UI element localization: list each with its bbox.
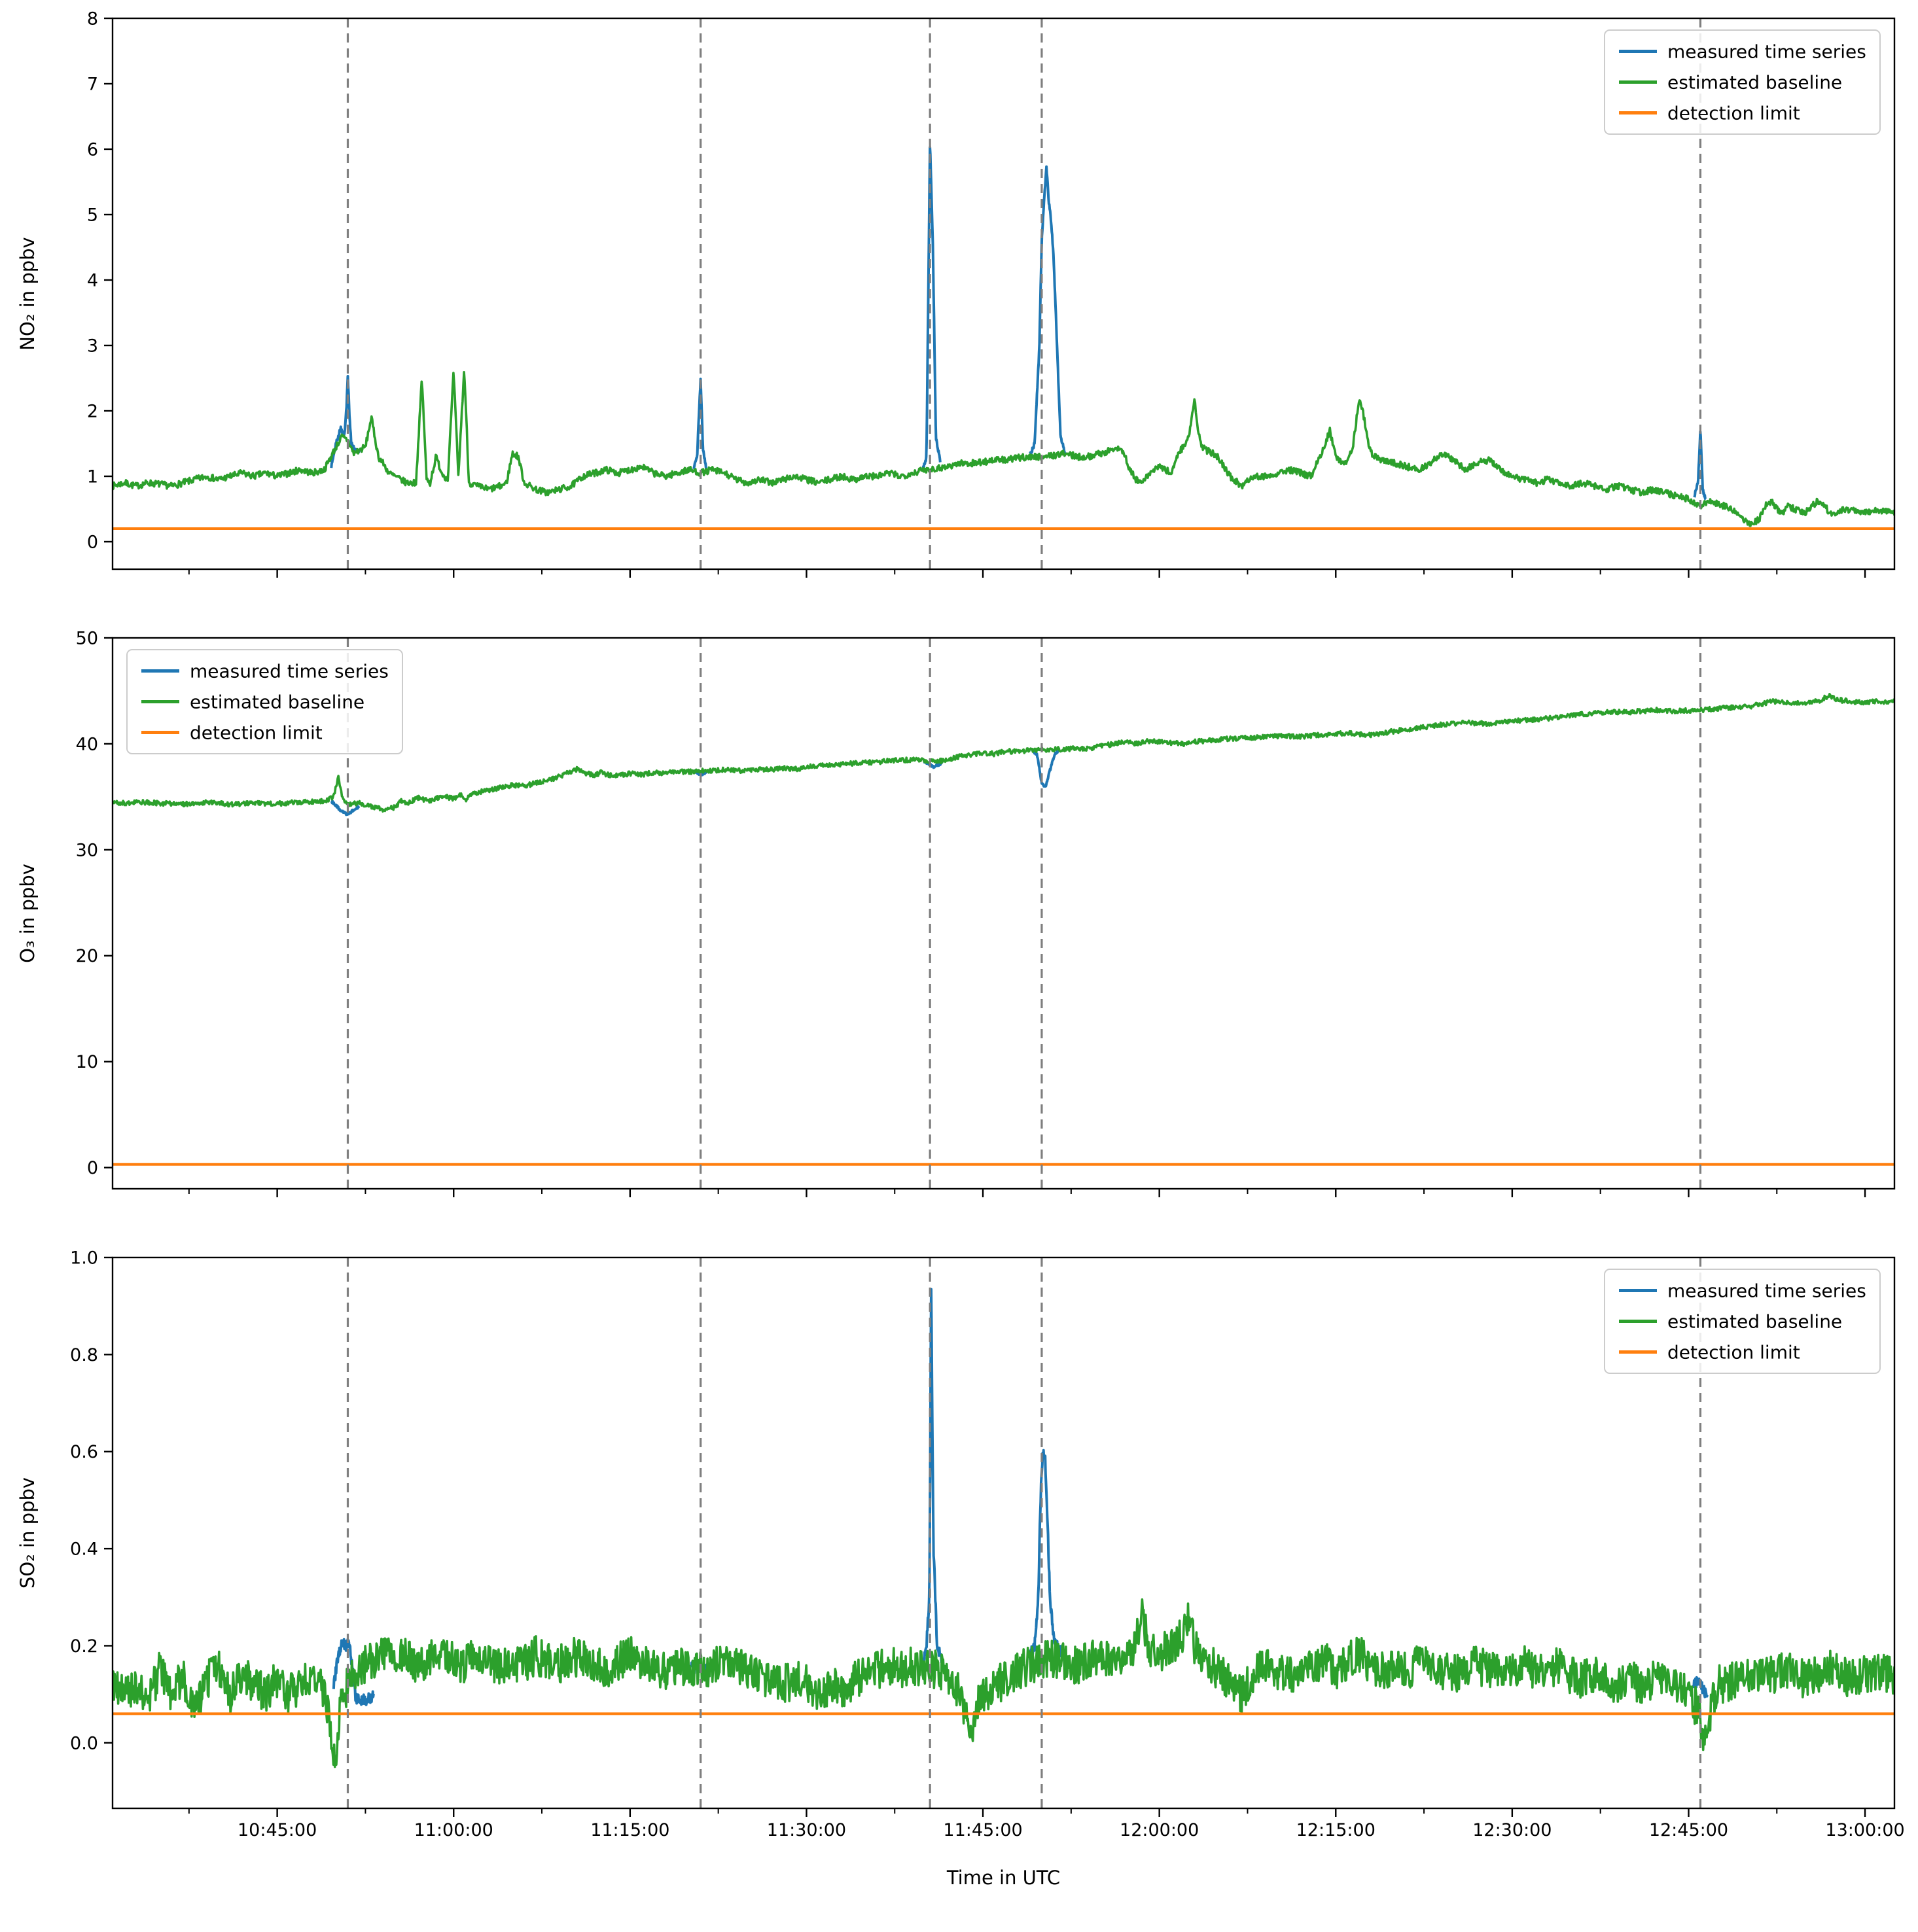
x-axis-label: Time in UTC — [946, 1867, 1060, 1889]
measured-series-line — [692, 378, 708, 471]
x-tick-label: 10:45:00 — [238, 1820, 317, 1840]
x-tick-label: 12:45:00 — [1649, 1820, 1728, 1840]
legend-box — [126, 649, 403, 754]
y-tick-label: 0.2 — [70, 1636, 98, 1657]
legend-box — [1604, 1269, 1881, 1374]
axes-spine — [111, 637, 1896, 1190]
legend-box — [1604, 29, 1881, 135]
x-tick-label: 11:15:00 — [590, 1820, 669, 1840]
baseline-line — [113, 371, 1894, 527]
legend-label: detection limit — [1667, 102, 1800, 124]
y-axis-label: SO₂ in ppbv — [16, 1477, 39, 1589]
axes-spine — [111, 17, 1896, 571]
x-tick-label: 11:45:00 — [943, 1820, 1022, 1840]
x-tick-label: 12:15:00 — [1296, 1820, 1376, 1840]
legend-label: measured time series — [190, 660, 389, 682]
y-tick-label: 10 — [76, 1052, 98, 1072]
legend-label: estimated baseline — [1667, 71, 1842, 93]
y-tick-label: 0.0 — [70, 1733, 98, 1753]
y-tick-label: 0.6 — [70, 1442, 98, 1462]
baseline-line — [113, 1598, 1894, 1768]
x-tick-label: 11:30:00 — [767, 1820, 846, 1840]
legend-label: detection limit — [1667, 1341, 1800, 1363]
baseline-line — [113, 693, 1894, 813]
y-tick-label: 6 — [87, 139, 98, 160]
y-tick-label: 40 — [76, 734, 98, 754]
legend-label: measured time series — [1667, 1280, 1866, 1301]
x-tick-label: 12:00:00 — [1120, 1820, 1199, 1840]
y-tick-label: 0 — [87, 1158, 98, 1178]
x-tick-label: 13:00:00 — [1825, 1820, 1904, 1840]
legend-label: estimated baseline — [1667, 1310, 1842, 1332]
y-tick-label: 30 — [76, 840, 98, 860]
axes-spine — [111, 1256, 1896, 1810]
y-tick-label: 5 — [87, 205, 98, 225]
x-tick-label: 12:30:00 — [1472, 1820, 1552, 1840]
x-tick-label: 11:00:00 — [414, 1820, 493, 1840]
legend-label: measured time series — [1667, 41, 1866, 62]
y-tick-label: 4 — [87, 270, 98, 290]
y-tick-label: 20 — [76, 946, 98, 966]
y-tick-label: 8 — [87, 9, 98, 29]
y-tick-label: 0 — [87, 532, 98, 552]
measured-series-line — [1031, 748, 1060, 788]
y-tick-label: 0.8 — [70, 1345, 98, 1365]
subplot-no2: 0 1 2 3 4 5 6 7 8 NO₂ in ppbv measured time series… — [16, 9, 1896, 578]
y-tick-label: 50 — [76, 628, 98, 648]
y-tick-label: 0.4 — [70, 1539, 98, 1560]
subplot-o3: 0 10 20 30 40 50 O₃ in ppbv measured time serie… — [16, 628, 1896, 1197]
y-axis-label: O₃ in ppbv — [16, 864, 39, 963]
y-axis-label: NO₂ in ppbv — [16, 237, 39, 350]
measured-series-line — [921, 146, 942, 471]
subplot-so2: 0.0 0.2 0.4 0.6 0.8 1.0 10:45:00 11:00:00 11:15:… — [16, 1248, 1905, 1840]
y-tick-label: 3 — [87, 336, 98, 356]
y-tick-label: 1 — [87, 466, 98, 487]
measured-series-line — [1029, 165, 1067, 455]
measured-series-line — [921, 1288, 943, 1664]
measured-series-line — [1028, 1449, 1067, 1661]
measured-series-line — [330, 799, 361, 817]
legend-label: estimated baseline — [190, 691, 364, 712]
y-tick-label: 7 — [87, 74, 98, 94]
legend-label: detection limit — [190, 722, 323, 743]
y-tick-label: 1.0 — [70, 1248, 98, 1268]
y-tick-label: 2 — [87, 401, 98, 421]
